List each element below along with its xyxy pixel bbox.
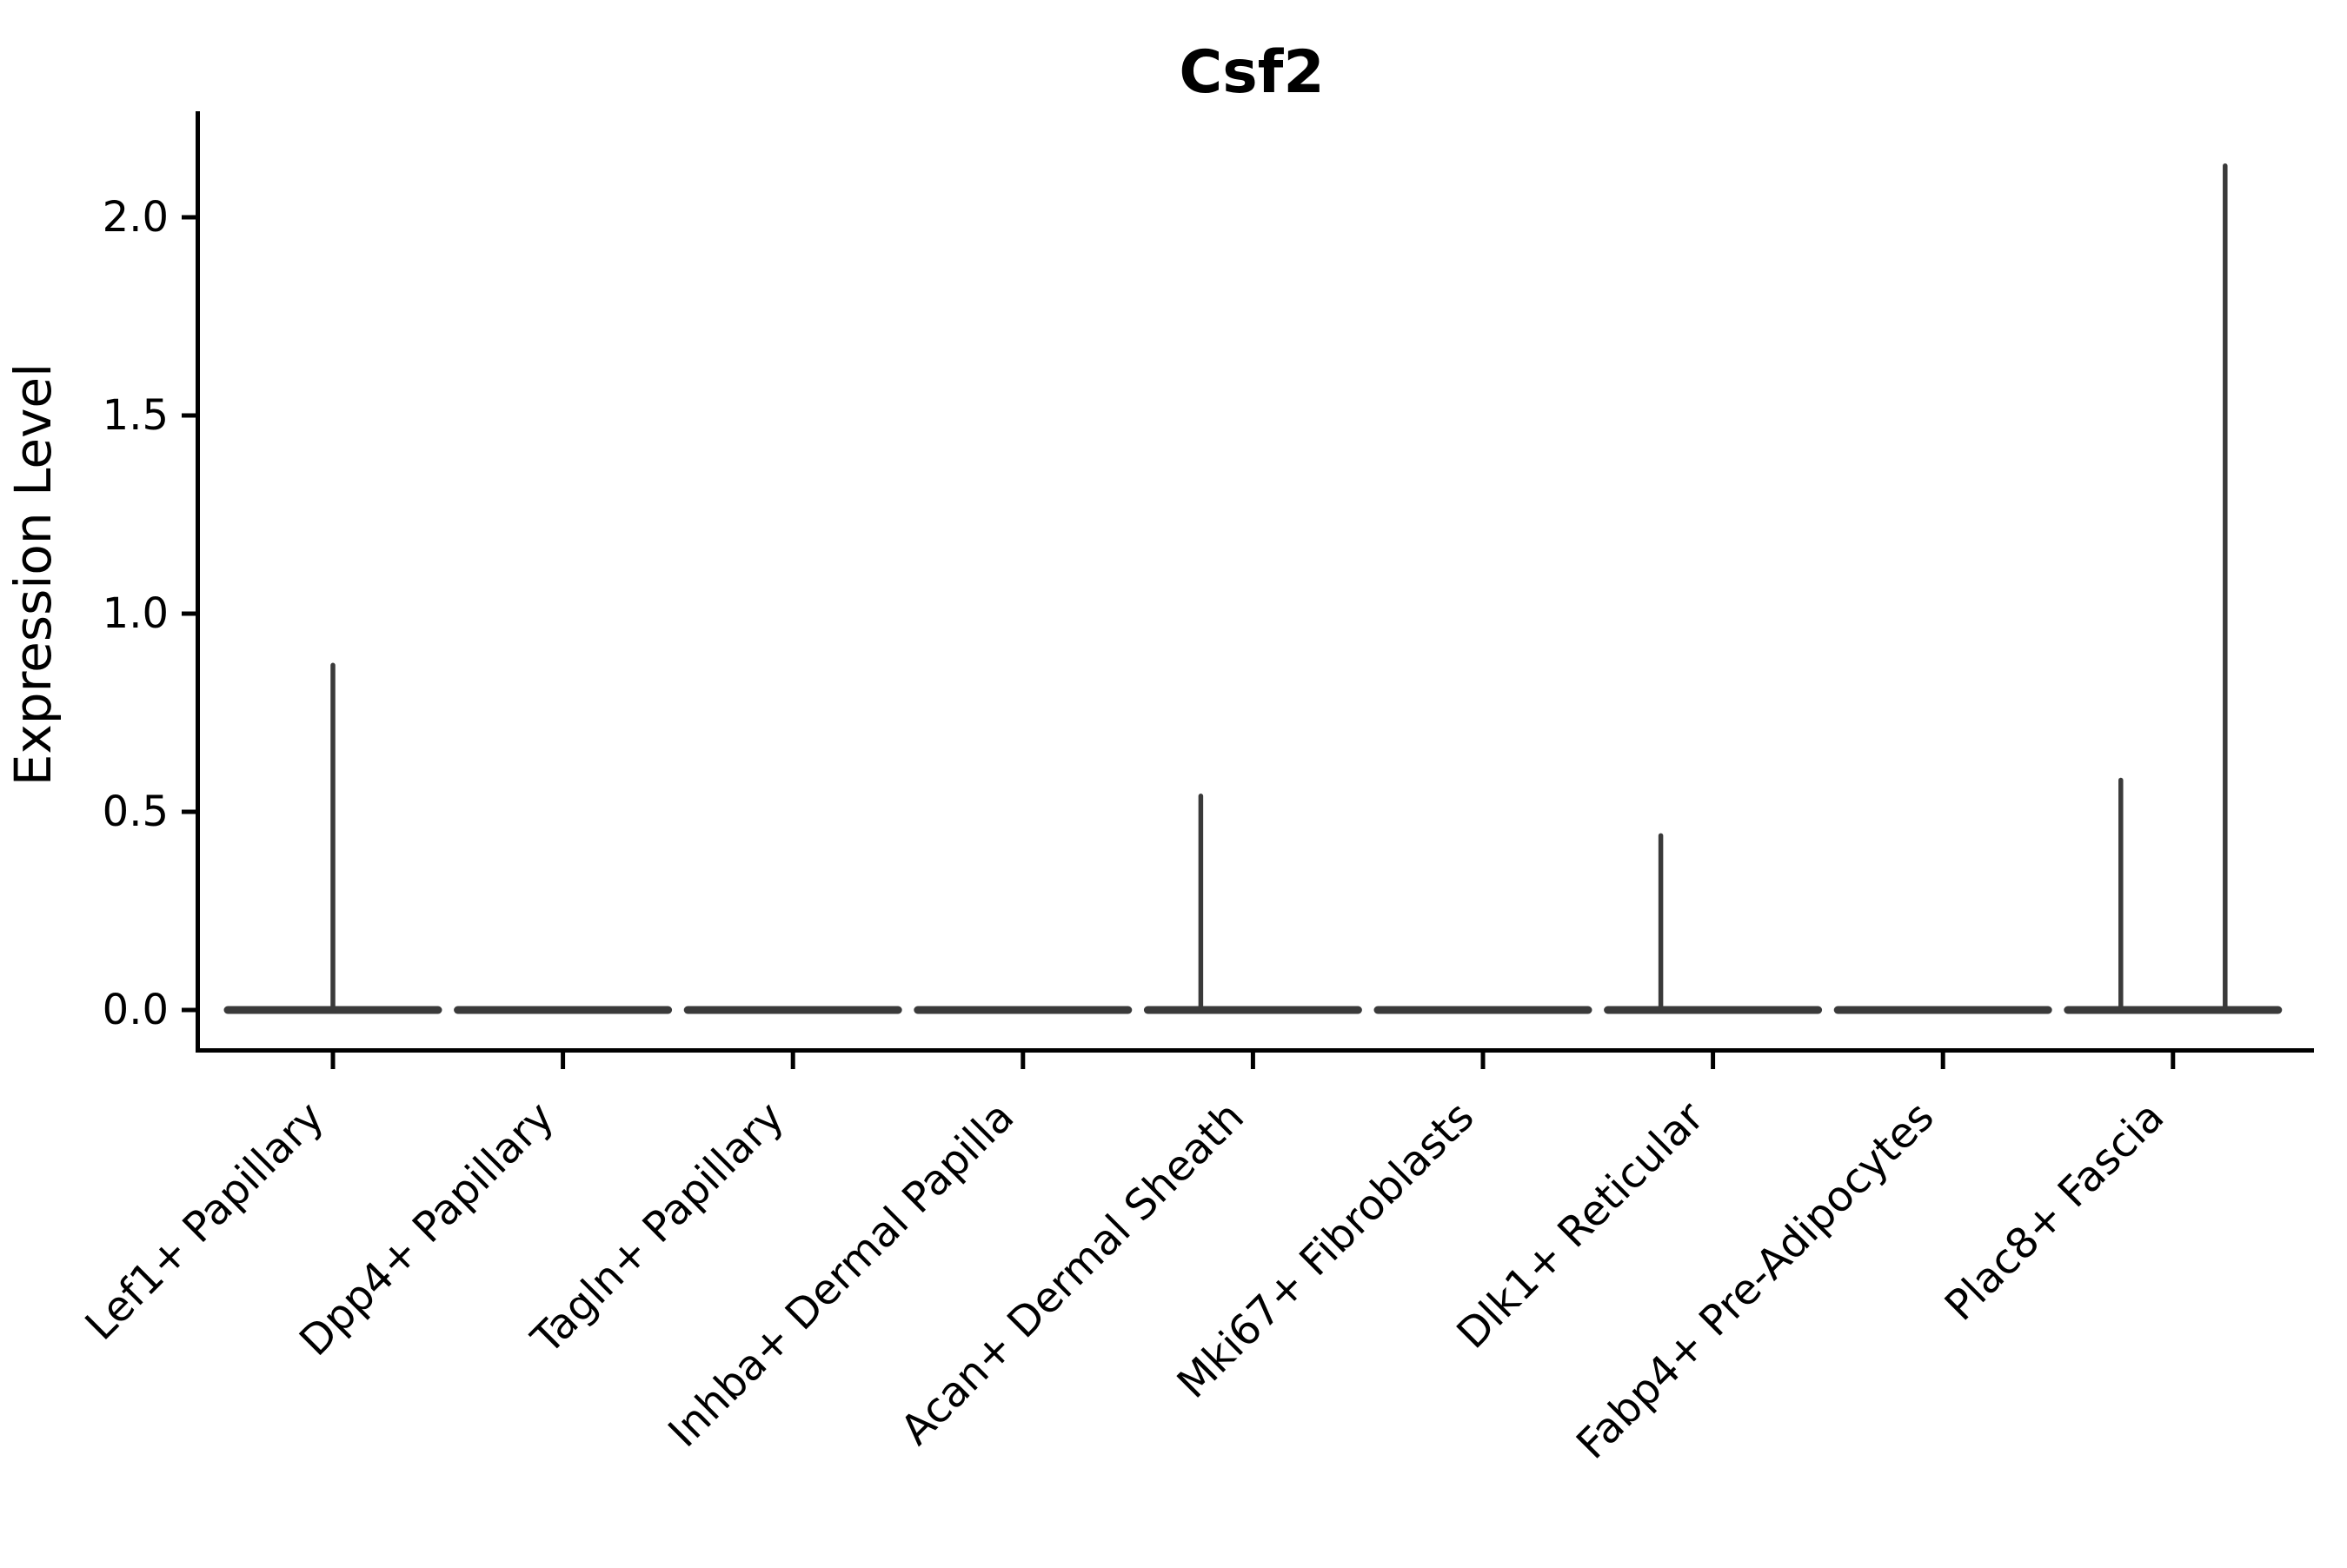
violin [2064, 163, 2283, 1014]
x-tick-label: Lef1+ Papillary [76, 1093, 334, 1350]
x-tick-label: Plac8+ Fascia [1936, 1093, 2174, 1331]
y-tick-label: 0.0 [103, 986, 169, 1034]
x-tick-label: Dpp4+ Papillary [290, 1093, 563, 1365]
y-axis-ticks: 0.0 0.5 1.0 1.5 2.0 [103, 193, 197, 1034]
violin [1143, 794, 1362, 1014]
y-tick-label: 1.5 [103, 391, 169, 440]
y-tick-label: 2.0 [103, 193, 169, 242]
violins-group [223, 163, 2283, 1014]
y-axis-label: Expression Level [3, 363, 63, 786]
violin [223, 662, 442, 1014]
y-tick-label: 0.5 [103, 787, 169, 836]
x-tick-label: Tagln+ Papillary [522, 1093, 793, 1364]
axes-spines [196, 111, 2314, 1053]
violin [1604, 833, 1823, 1014]
x-tick-label: Dlk1+ Reticular [1447, 1093, 1713, 1359]
chart-title: Csf2 [1179, 38, 1324, 107]
y-tick-label: 1.0 [103, 589, 169, 638]
